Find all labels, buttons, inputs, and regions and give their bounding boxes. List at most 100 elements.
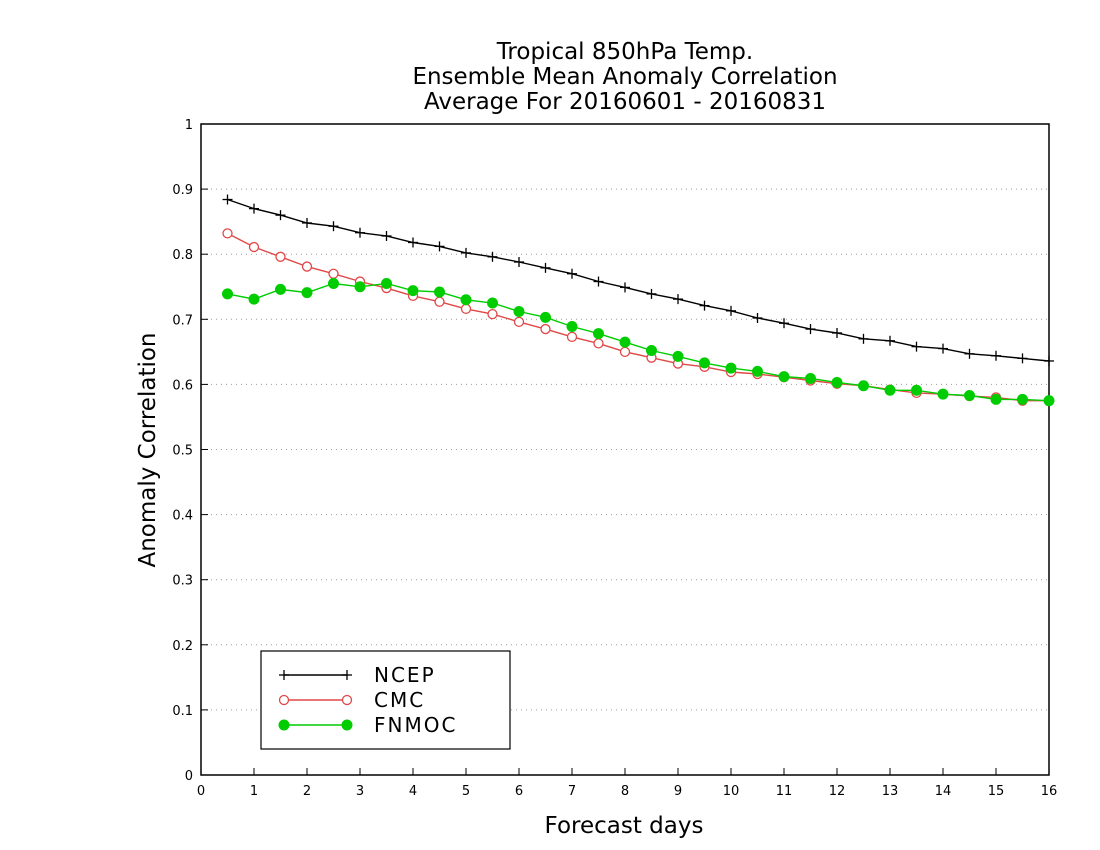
data-point-ncep bbox=[461, 247, 471, 258]
data-point-fnmoc bbox=[752, 365, 763, 377]
y-tick-label: 0.6 bbox=[172, 378, 193, 393]
data-point-ncep bbox=[646, 288, 657, 299]
data-point-cmc bbox=[566, 331, 578, 343]
legend-marker bbox=[341, 719, 353, 731]
data-point-ncep bbox=[567, 268, 577, 279]
data-point-ncep bbox=[514, 257, 524, 268]
data-point-cmc bbox=[328, 268, 339, 279]
data-point-ncep bbox=[991, 350, 1001, 361]
x-tick-label: 16 bbox=[1041, 784, 1058, 799]
data-point-ncep bbox=[858, 333, 869, 344]
x-tick-label: 9 bbox=[674, 784, 682, 799]
y-tick-label: 0.3 bbox=[172, 574, 193, 589]
data-point-fnmoc bbox=[911, 384, 922, 396]
data-point-fnmoc bbox=[434, 286, 445, 298]
data-point-ncep bbox=[222, 194, 233, 205]
y-axis: 0 0.1 0.2 0.3 0.4 0.5 0.6 0.7 0.8 0.9 1 bbox=[172, 118, 208, 784]
data-point-fnmoc bbox=[301, 287, 313, 299]
y-tick-label: 0.8 bbox=[172, 248, 193, 263]
data-point-fnmoc bbox=[460, 294, 472, 306]
x-tick-label: 1 bbox=[250, 784, 258, 799]
x-axis-label: Forecast days bbox=[545, 813, 704, 839]
data-point-ncep bbox=[885, 335, 895, 346]
data-point-ncep bbox=[805, 324, 816, 335]
legend-item-ncep: NCEP bbox=[279, 663, 436, 687]
data-point-ncep bbox=[540, 262, 551, 273]
series-line-ncep bbox=[227, 198, 1050, 362]
data-point-ncep bbox=[487, 251, 498, 262]
data-point-cmc bbox=[513, 316, 525, 328]
data-point-cmc bbox=[540, 323, 551, 335]
x-tick-label: 2 bbox=[303, 784, 311, 799]
data-point-ncep bbox=[355, 227, 365, 238]
y-tick-label: 0.1 bbox=[172, 704, 193, 719]
data-point-cmc bbox=[222, 228, 233, 239]
y-tick-label: 0.9 bbox=[172, 183, 193, 198]
data-point-cmc bbox=[275, 251, 286, 262]
chart-title-line-1: Tropical 850hPa Temp. bbox=[496, 39, 753, 65]
data-point-fnmoc bbox=[328, 277, 339, 289]
data-point-fnmoc bbox=[513, 305, 525, 317]
data-point-fnmoc bbox=[1017, 393, 1028, 405]
data-point-ncep bbox=[832, 327, 842, 338]
x-axis: 0 1 2 3 4 5 6 7 8 9 10 11 12 13 14 15 16 bbox=[197, 768, 1057, 799]
legend-marker bbox=[342, 670, 352, 680]
legend-label-fnmoc: FNMOC bbox=[374, 713, 457, 737]
y-tick-label: 0.7 bbox=[172, 313, 193, 328]
data-point-fnmoc bbox=[672, 350, 684, 362]
data-point-fnmoc bbox=[964, 389, 975, 401]
data-point-ncep bbox=[673, 294, 683, 305]
legend-marker bbox=[279, 670, 289, 680]
data-point-ncep bbox=[302, 217, 312, 228]
series-line-cmc bbox=[227, 232, 1049, 402]
data-point-fnmoc bbox=[248, 293, 260, 305]
data-point-fnmoc bbox=[619, 336, 631, 348]
legend-label-cmc: CMC bbox=[374, 688, 425, 712]
legend-marker bbox=[278, 694, 290, 706]
data-point-fnmoc bbox=[937, 388, 949, 400]
data-point-fnmoc bbox=[407, 285, 419, 297]
x-tick-label: 4 bbox=[409, 784, 417, 799]
data-point-ncep bbox=[752, 312, 763, 323]
legend-item-cmc: CMC bbox=[278, 688, 425, 712]
legend-label-ncep: NCEP bbox=[374, 663, 436, 687]
data-point-ncep bbox=[593, 276, 604, 287]
data-point-ncep bbox=[726, 305, 736, 316]
data-point-ncep bbox=[249, 203, 259, 214]
data-point-fnmoc bbox=[566, 320, 578, 332]
x-tick-label: 10 bbox=[723, 784, 740, 799]
y-tick-label: 0.5 bbox=[172, 444, 193, 459]
chart-title: Tropical 850hPa Temp. Ensemble Mean Anom… bbox=[412, 39, 837, 115]
data-point-ncep bbox=[1044, 355, 1054, 366]
data-point-ncep bbox=[964, 348, 975, 359]
data-point-fnmoc bbox=[990, 393, 1002, 405]
series-cmc bbox=[222, 228, 1055, 406]
chart-title-line-2: Ensemble Mean Anomaly Correlation bbox=[412, 64, 837, 90]
data-point-cmc bbox=[434, 296, 445, 307]
data-point-ncep bbox=[779, 318, 789, 329]
legend-marker bbox=[341, 694, 353, 706]
y-tick-label: 0 bbox=[185, 769, 193, 784]
x-tick-label: 0 bbox=[197, 784, 205, 799]
legend-marker bbox=[278, 719, 290, 731]
data-point-fnmoc bbox=[858, 380, 869, 392]
data-point-cmc bbox=[593, 338, 604, 349]
data-point-ncep bbox=[938, 343, 948, 354]
data-point-fnmoc bbox=[540, 311, 551, 323]
data-point-fnmoc bbox=[222, 288, 233, 300]
data-point-cmc bbox=[301, 261, 313, 272]
data-point-fnmoc bbox=[725, 362, 737, 374]
data-point-ncep bbox=[699, 300, 710, 311]
y-tick-label: 0.4 bbox=[172, 509, 193, 524]
data-point-fnmoc bbox=[646, 345, 657, 357]
data-point-fnmoc bbox=[487, 297, 498, 309]
data-point-cmc bbox=[248, 241, 260, 253]
data-point-ncep bbox=[381, 230, 392, 241]
x-tick-label: 12 bbox=[829, 784, 846, 799]
x-tick-label: 14 bbox=[935, 784, 952, 799]
data-point-cmc bbox=[619, 346, 631, 358]
data-point-fnmoc bbox=[381, 277, 392, 289]
chart-title-line-3: Average For 20160601 - 20160831 bbox=[424, 89, 826, 115]
